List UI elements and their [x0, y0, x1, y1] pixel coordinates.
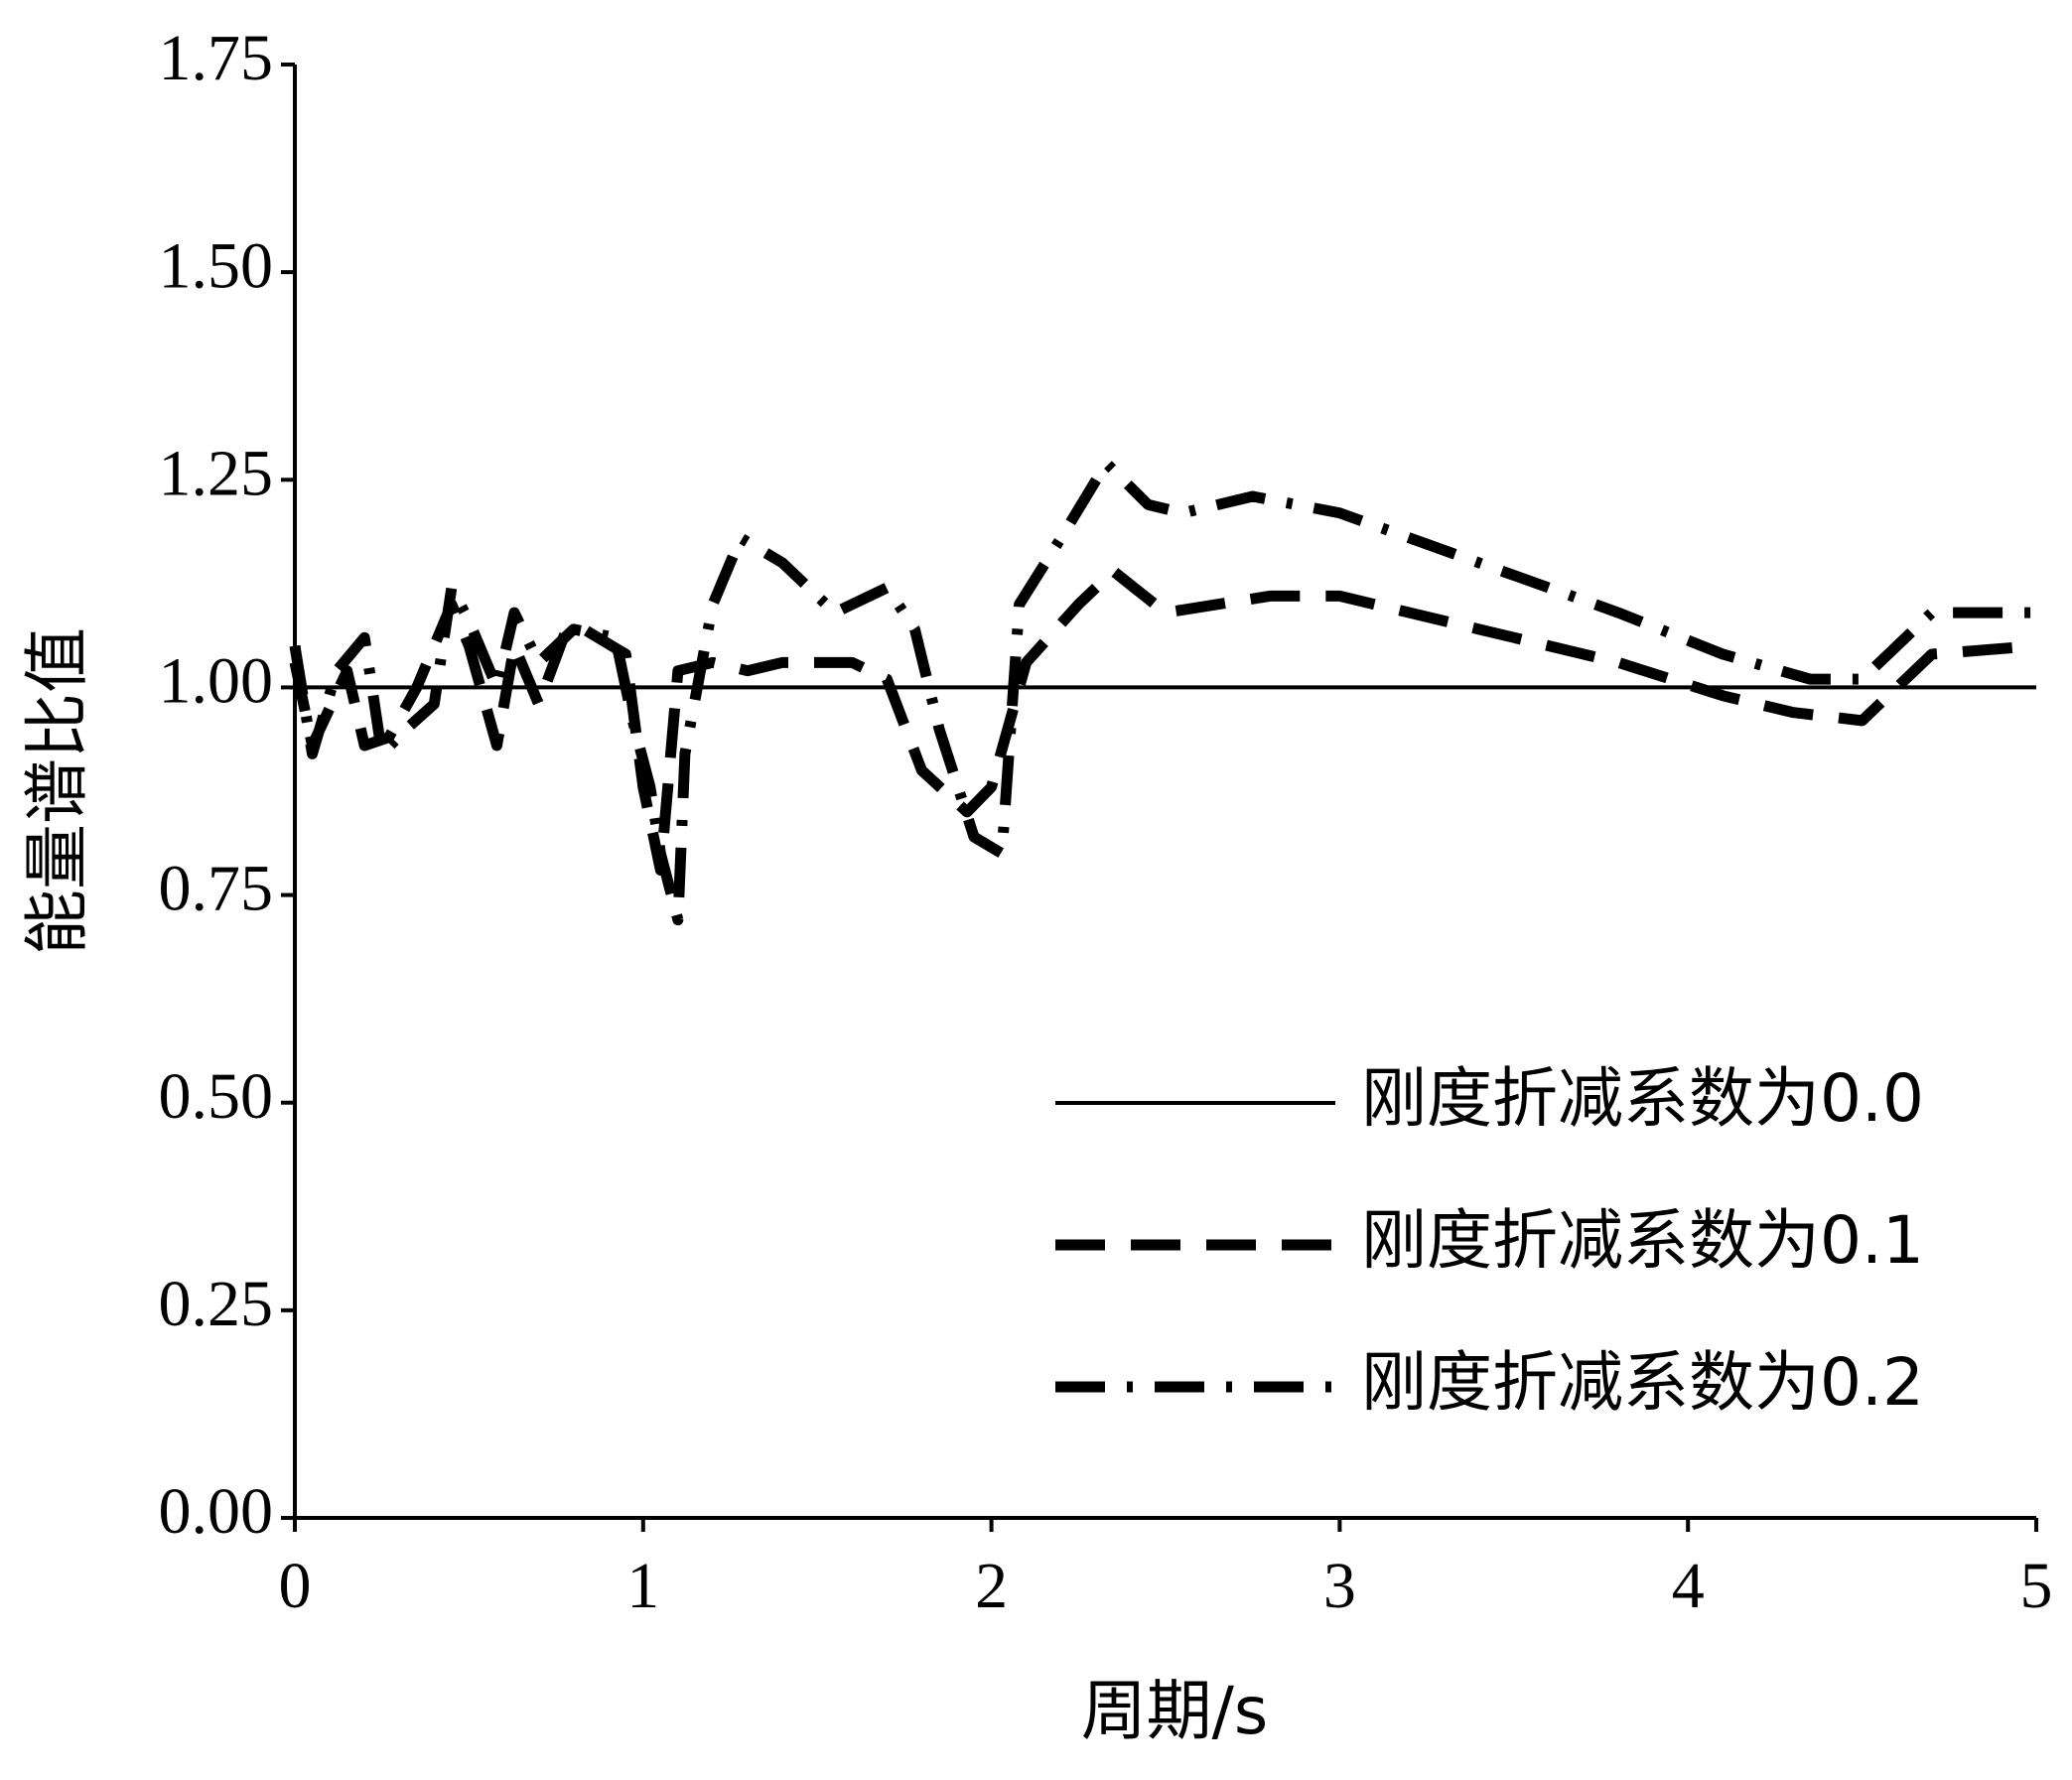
x-tick-label: 3 — [1323, 1550, 1356, 1622]
x-tick-label: 4 — [1672, 1550, 1705, 1622]
series-line — [289, 565, 2037, 876]
y-tick-label: 1.50 — [159, 229, 274, 302]
x-axis-title: 周期/s — [1081, 1673, 1269, 1749]
x-tick-label: 1 — [626, 1550, 659, 1622]
y-tick-label: 1.75 — [159, 22, 274, 94]
x-tick-label: 0 — [279, 1550, 312, 1622]
y-tick-label: 1.00 — [159, 645, 274, 718]
y-axis-title: 能量谱比值 — [19, 627, 95, 955]
legend-label: 刚度折减系数为0.2 — [1361, 1344, 1924, 1421]
legend-label: 刚度折减系数为0.1 — [1361, 1202, 1924, 1279]
y-tick-label: 0.25 — [159, 1268, 274, 1340]
series-line — [289, 458, 2036, 926]
y-tick-label: 0.50 — [159, 1060, 274, 1133]
x-tick-label: 2 — [975, 1550, 1008, 1622]
y-tick-label: 0.00 — [159, 1475, 274, 1548]
x-tick-label: 5 — [2020, 1550, 2053, 1622]
legend-label: 刚度折减系数为0.0 — [1361, 1060, 1924, 1137]
y-tick-label: 0.75 — [159, 853, 274, 925]
y-tick-label: 1.25 — [159, 437, 274, 509]
